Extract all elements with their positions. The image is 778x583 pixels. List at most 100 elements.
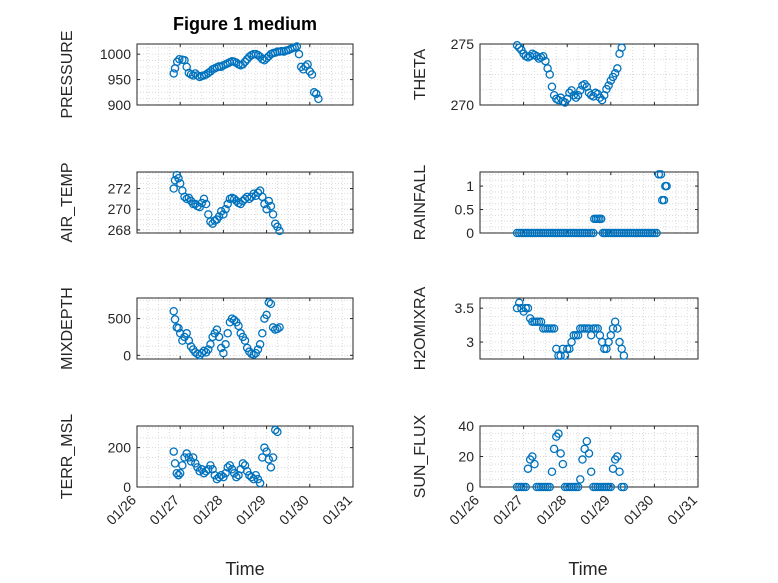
y-axis-label: PRESSURE (59, 30, 76, 118)
axes-box (136, 297, 354, 360)
y-tick-label: 1 (466, 178, 474, 194)
data-point (214, 332, 224, 342)
data-point (545, 482, 555, 492)
y-axis-label: THETA (412, 49, 429, 101)
data-point (512, 40, 522, 50)
data-point (216, 62, 226, 72)
y-tick-label: 0 (466, 479, 474, 495)
data-point (262, 310, 271, 320)
y-tick-label: 3 (466, 334, 474, 350)
data-point (606, 482, 616, 492)
data-point (545, 70, 555, 79)
data-point (573, 90, 583, 100)
data-point (596, 214, 606, 224)
data-point (273, 324, 282, 334)
data-point (197, 348, 207, 358)
x-tick-label: 01/30 (276, 492, 312, 528)
data-point (195, 467, 204, 476)
y-tick-label: 0 (123, 347, 131, 363)
x-tick-label: 01/30 (620, 492, 656, 528)
data-point (232, 472, 241, 482)
data-point (264, 298, 274, 307)
x-tick-label: 01/31 (319, 492, 355, 528)
subplot-sun_flux: 01/26 01/27 01/28 01/29 01/30 01/31 0 20 40 SUN_F… (412, 414, 700, 528)
y-axis-label: TERR_MSL (59, 414, 76, 499)
data-point (294, 49, 304, 59)
data-point (573, 482, 583, 492)
data-point (169, 447, 178, 456)
data-point (610, 69, 620, 78)
data-point (571, 93, 581, 102)
data-point (613, 64, 622, 73)
data-point (268, 323, 278, 332)
y-axis-label: RAINFALL (412, 165, 429, 241)
data-point (525, 51, 535, 61)
data-point (582, 436, 592, 446)
axes-box (479, 171, 699, 234)
data-point (523, 303, 533, 313)
data-point (528, 452, 537, 461)
y-tick-label: 272 (108, 181, 132, 197)
subplot-rainfall: 0 0.5 1 RAINFALL (412, 165, 699, 241)
data-point (169, 69, 178, 78)
data-point (273, 427, 282, 437)
y-tick-label: 0.5 (455, 202, 475, 218)
data-point (229, 315, 239, 325)
x-axis-label-left: Time (225, 559, 264, 579)
y-tick-label: 0 (466, 225, 474, 241)
data-point (262, 447, 271, 456)
data-point (223, 329, 232, 338)
data-point (206, 340, 215, 349)
data-point (223, 199, 232, 209)
data-point (292, 42, 302, 51)
data-point (586, 467, 596, 476)
data-point (580, 80, 589, 89)
data-point (174, 470, 183, 480)
data-point (175, 55, 184, 64)
data-point (199, 346, 209, 356)
data-point (184, 68, 194, 78)
data-point (314, 94, 323, 104)
y-axis-label: AIR_TEMP (59, 162, 76, 242)
data-point (549, 444, 559, 454)
data-point (307, 70, 317, 79)
data-point (221, 204, 230, 214)
subplot-terr_msl: 01/26 01/27 01/28 01/29 01/30 01/31 0 200 TERR_M… (59, 414, 355, 528)
y-tick-label: 275 (451, 36, 475, 52)
y-tick-label: 900 (108, 97, 132, 113)
data-point (514, 298, 524, 307)
x-tick-label: 01/26 (446, 492, 482, 528)
data-point (221, 340, 230, 349)
data-point (619, 351, 629, 360)
data-point (249, 350, 258, 359)
data-point (197, 198, 207, 208)
x-tick-label: 01/28 (533, 492, 569, 528)
data-point (312, 89, 321, 99)
data-point (567, 86, 576, 95)
data-point (214, 212, 224, 221)
x-tick-label: 01/31 (664, 492, 700, 528)
data-point (569, 90, 578, 100)
data-point (219, 348, 228, 358)
data-point (264, 196, 274, 206)
data-point (238, 60, 248, 69)
y-tick-label: 270 (108, 201, 132, 217)
data-point (301, 62, 310, 71)
data-point (204, 345, 213, 354)
data-point (554, 429, 563, 438)
data-point (541, 56, 550, 66)
data-point (595, 93, 605, 102)
y-tick-label: 200 (108, 440, 132, 456)
data-point (547, 82, 557, 91)
data-point (580, 444, 589, 454)
axes-box (136, 43, 354, 106)
data-point (255, 340, 265, 349)
axes-box (479, 43, 699, 106)
data-point (169, 184, 178, 193)
data-point (512, 303, 522, 313)
data-point (538, 51, 548, 61)
y-tick-label: 950 (108, 72, 132, 88)
data-point (264, 455, 274, 464)
